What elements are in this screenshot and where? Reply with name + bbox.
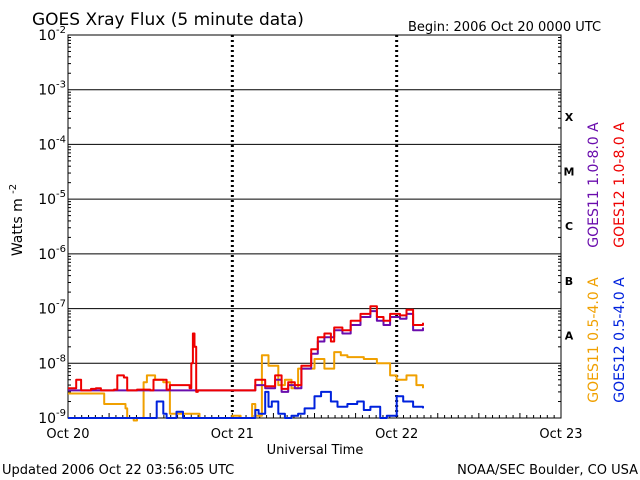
x-tick-label: Oct 21 bbox=[211, 427, 254, 442]
legend-entry: GOES11 1.0-8.0 A bbox=[586, 122, 602, 248]
updated-label: Updated 2006 Oct 22 03:56:05 UTC bbox=[2, 463, 234, 478]
y-tick-base: 10 bbox=[38, 411, 56, 427]
y-tick-base: 10 bbox=[38, 356, 56, 372]
y-tick-exp: -5 bbox=[56, 189, 66, 200]
flare-class-label: B bbox=[565, 275, 573, 288]
y-tick-base: 10 bbox=[38, 28, 56, 44]
legend-entry: GOES12 1.0-8.0 A bbox=[612, 122, 628, 248]
chart-title: GOES Xray Flux (5 minute data) bbox=[32, 10, 304, 30]
legend-entry: GOES12 0.5-4.0 A bbox=[612, 277, 628, 403]
y-tick-base: 10 bbox=[38, 192, 56, 208]
y-tick-label: 10-3 bbox=[38, 80, 66, 99]
y-tick-exp: -4 bbox=[56, 134, 66, 145]
y-tick-label: 10-9 bbox=[38, 408, 66, 427]
grid-lines bbox=[68, 35, 561, 418]
y-tick-base: 10 bbox=[38, 137, 56, 153]
y-tick-label: 10-2 bbox=[38, 25, 66, 44]
flare-class-label: X bbox=[565, 111, 574, 124]
y-tick-exp: -2 bbox=[56, 25, 66, 36]
series-line bbox=[68, 305, 424, 393]
flare-class-label: A bbox=[565, 330, 574, 343]
y-tick-label: 10-4 bbox=[38, 134, 66, 153]
y-tick-base: 10 bbox=[38, 83, 56, 99]
y-tick-base: 10 bbox=[38, 247, 56, 263]
flare-class-label: C bbox=[565, 220, 573, 233]
y-tick-label: 10-6 bbox=[38, 244, 66, 263]
y-tick-exp: -9 bbox=[56, 408, 66, 419]
y-tick-exp: -3 bbox=[56, 80, 66, 91]
credit-label: NOAA/SEC Boulder, CO USA bbox=[457, 463, 638, 478]
x-tick-label: Oct 22 bbox=[375, 427, 418, 442]
y-axis-label-base: Watts m bbox=[10, 198, 26, 256]
y-tick-label: 10-7 bbox=[38, 299, 66, 318]
flare-class-label: M bbox=[564, 166, 575, 179]
y-tick-label: 10-8 bbox=[38, 353, 66, 372]
y-tick-exp: -6 bbox=[56, 244, 66, 255]
x-axis-label: Universal Time bbox=[267, 443, 364, 458]
y-axis-ticks: 10-210-310-410-510-610-710-810-9 bbox=[38, 25, 561, 427]
series-lines bbox=[68, 305, 424, 422]
x-tick-label: Oct 20 bbox=[46, 427, 89, 442]
y-tick-base: 10 bbox=[38, 302, 56, 318]
series-line bbox=[68, 390, 424, 419]
y-tick-label: 10-5 bbox=[38, 189, 66, 208]
y-tick-exp: -7 bbox=[56, 299, 66, 310]
legend: GOES11 1.0-8.0 A GOES12 1.0-8.0 A GOES11 0… bbox=[586, 122, 628, 403]
series-line bbox=[68, 310, 424, 393]
y-axis-label: Watts m -2 bbox=[8, 184, 26, 256]
begin-label: Begin: 2006 Oct 20 0000 UTC bbox=[408, 20, 601, 35]
legend-entry: GOES11 0.5-4.0 A bbox=[586, 277, 602, 403]
x-tick-label: Oct 23 bbox=[539, 427, 582, 442]
y-tick-exp: -8 bbox=[56, 353, 66, 364]
flare-class-labels: X M C B A bbox=[564, 111, 575, 343]
y-axis-label-exp: -2 bbox=[8, 184, 19, 194]
